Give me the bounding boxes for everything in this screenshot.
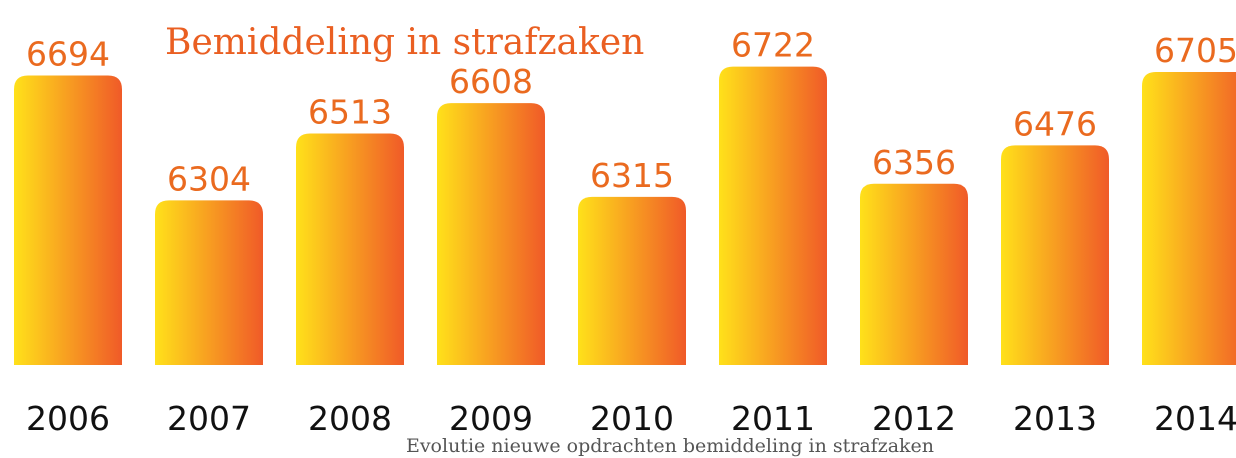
x-tick-label: 2006 [26,399,110,438]
x-tick-label: 2013 [1013,399,1097,438]
bar [437,103,545,365]
x-tick-label: 2012 [872,399,956,438]
bar [719,66,827,365]
bar [578,196,686,365]
chart-title: Bemiddeling in strafzaken [165,22,644,63]
bar [155,200,263,365]
x-tick-label: 2009 [449,399,533,438]
bar [296,133,404,365]
value-label: 6476 [1013,104,1097,143]
bar [1142,72,1236,365]
value-label: 6304 [167,159,251,198]
value-label: 6513 [308,93,392,132]
bar [14,75,122,365]
value-label: 6722 [731,26,815,65]
bar [1001,145,1109,365]
x-tick-label: 2010 [590,399,674,438]
x-tick-label: 2011 [731,399,815,438]
value-label: 6694 [26,35,110,74]
x-tick-label: 2008 [308,399,392,438]
bar [860,183,968,365]
x-tick-label: 2007 [167,399,251,438]
value-label: 6356 [872,143,956,182]
value-label: 6705 [1154,31,1236,70]
value-label: 6608 [449,62,533,101]
chart-caption: Evolutie nieuwe opdrachten bemiddeling i… [406,435,934,457]
value-label: 6315 [590,156,674,195]
x-tick-label: 2014 [1154,399,1236,438]
